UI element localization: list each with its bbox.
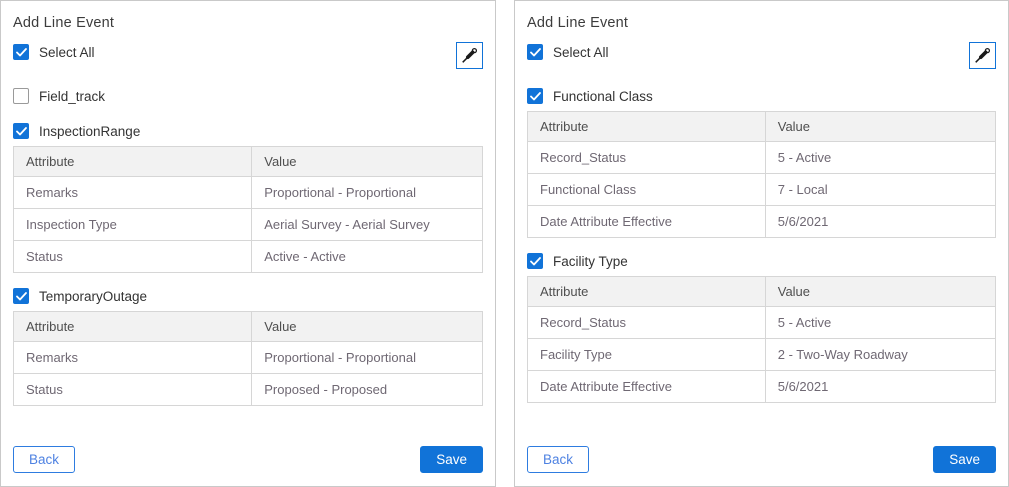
section-facility-type: Facility Type Attribute Value Record_Sta…	[527, 253, 997, 403]
table-row: Date Attribute Effective 5/6/2021	[527, 370, 997, 403]
temporary-outage-table: Attribute Value Remarks Proportional - P…	[12, 311, 483, 406]
value-column-header: Value	[764, 111, 997, 142]
attribute-cell: Date Attribute Effective	[527, 205, 766, 238]
back-button[interactable]: Back	[13, 446, 76, 473]
value-cell: 5/6/2021	[764, 370, 997, 403]
field-track-label: Field_track	[39, 88, 106, 104]
table-row: Date Attribute Effective 5/6/2021	[527, 205, 997, 238]
checkbox-temporary-outage[interactable]: TemporaryOutage	[13, 288, 483, 304]
attribute-cell: Status	[12, 373, 253, 406]
checkbox-checked-icon[interactable]	[13, 123, 29, 139]
attribute-cell: Status	[12, 240, 253, 273]
value-cell: 5 - Active	[764, 306, 997, 339]
checkbox-facility-type[interactable]: Facility Type	[527, 253, 996, 269]
table-row: Inspection Type Aerial Survey - Aerial S…	[12, 208, 483, 241]
save-button[interactable]: Save	[420, 446, 483, 473]
value-cell: Active - Active	[251, 240, 483, 273]
table-header-row: Attribute Value	[527, 276, 997, 307]
value-cell: 5/6/2021	[764, 205, 997, 238]
panel-right: Add Line Event Select All	[514, 0, 1009, 487]
attribute-cell: Date Attribute Effective	[527, 370, 766, 403]
checkbox-select-all[interactable]: Select All	[527, 44, 609, 60]
save-button[interactable]: Save	[933, 446, 996, 473]
table-row: Record_Status 5 - Active	[527, 141, 997, 174]
attribute-cell: Facility Type	[527, 338, 766, 371]
table-row: Facility Type 2 - Two-Way Roadway	[527, 338, 997, 371]
checkbox-functional-class[interactable]: Functional Class	[527, 88, 996, 104]
eyedropper-button[interactable]	[456, 42, 483, 69]
table-row: Remarks Proportional - Proportional	[12, 341, 483, 374]
value-column-header: Value	[251, 311, 483, 342]
table-row: Remarks Proportional - Proportional	[12, 176, 483, 209]
table-header-row: Attribute Value	[527, 111, 997, 142]
select-all-row: Select All	[527, 42, 996, 69]
checkbox-checked-icon[interactable]	[527, 44, 543, 60]
functional-class-table: Attribute Value Record_Status 5 - Active…	[527, 111, 997, 238]
attribute-cell: Record_Status	[527, 141, 766, 174]
checkbox-select-all[interactable]: Select All	[13, 44, 95, 60]
attribute-column-header: Attribute	[527, 111, 766, 142]
page-title: Add Line Event	[527, 15, 629, 31]
checkbox-unchecked-icon[interactable]	[13, 88, 29, 104]
section-temporary-outage: TemporaryOutage Attribute Value Remarks …	[12, 288, 483, 406]
value-cell: 5 - Active	[764, 141, 997, 174]
checkbox-checked-icon[interactable]	[527, 88, 543, 104]
inspection-range-label: InspectionRange	[39, 123, 141, 139]
table-row: Record_Status 5 - Active	[527, 306, 997, 339]
temporary-outage-label: TemporaryOutage	[39, 288, 148, 304]
table-row: Functional Class 7 - Local	[527, 173, 997, 206]
attribute-cell: Remarks	[12, 341, 253, 374]
checkbox-checked-icon[interactable]	[13, 44, 29, 60]
value-cell: Proportional - Proportional	[251, 341, 483, 374]
attribute-column-header: Attribute	[12, 146, 253, 177]
attribute-cell: Functional Class	[527, 173, 766, 206]
checkbox-inspection-range[interactable]: InspectionRange	[13, 123, 483, 139]
eyedropper-button[interactable]	[969, 42, 996, 69]
page-title: Add Line Event	[13, 15, 115, 31]
section-functional-class: Functional Class Attribute Value Record_…	[527, 88, 997, 238]
checkmark-icon	[529, 47, 541, 56]
table-row: Status Active - Active	[12, 240, 483, 273]
value-cell: Proposed - Proposed	[251, 373, 483, 406]
panel-left: Add Line Event Select All Field_track	[0, 0, 496, 487]
checkbox-field-track[interactable]: Field_track	[13, 88, 483, 104]
attribute-column-header: Attribute	[12, 311, 253, 342]
checkmark-icon	[529, 256, 541, 265]
eyedropper-icon	[462, 47, 478, 63]
attribute-cell: Remarks	[12, 176, 253, 209]
table-header-row: Attribute Value	[12, 146, 483, 177]
panel-footer: Back Save	[527, 446, 996, 473]
back-button[interactable]: Back	[527, 446, 590, 473]
checkmark-icon	[529, 91, 541, 100]
value-column-header: Value	[251, 146, 483, 177]
value-cell: Proportional - Proportional	[251, 176, 483, 209]
table-header-row: Attribute Value	[12, 311, 483, 342]
value-cell: Aerial Survey - Aerial Survey	[251, 208, 483, 241]
eyedropper-icon	[975, 47, 991, 63]
checkbox-checked-icon[interactable]	[13, 288, 29, 304]
attribute-cell: Inspection Type	[12, 208, 253, 241]
checkbox-checked-icon[interactable]	[527, 253, 543, 269]
select-all-row: Select All	[13, 42, 483, 69]
value-column-header: Value	[764, 276, 997, 307]
section-inspection-range: InspectionRange Attribute Value Remarks …	[12, 123, 483, 273]
facility-type-table: Attribute Value Record_Status 5 - Active…	[527, 276, 997, 403]
select-all-label: Select All	[553, 44, 609, 60]
checkmark-icon	[15, 126, 27, 135]
checkmark-icon	[15, 291, 27, 300]
facility-type-label: Facility Type	[553, 253, 628, 269]
value-cell: 2 - Two-Way Roadway	[764, 338, 997, 371]
table-row: Status Proposed - Proposed	[12, 373, 483, 406]
checkmark-icon	[15, 47, 27, 56]
value-cell: 7 - Local	[764, 173, 997, 206]
attribute-column-header: Attribute	[527, 276, 766, 307]
select-all-label: Select All	[39, 44, 95, 60]
inspection-range-table: Attribute Value Remarks Proportional - P…	[12, 146, 483, 273]
panel-footer: Back Save	[13, 446, 483, 473]
section-field-track: Field_track	[13, 88, 483, 104]
attribute-cell: Record_Status	[527, 306, 766, 339]
functional-class-label: Functional Class	[553, 88, 653, 104]
